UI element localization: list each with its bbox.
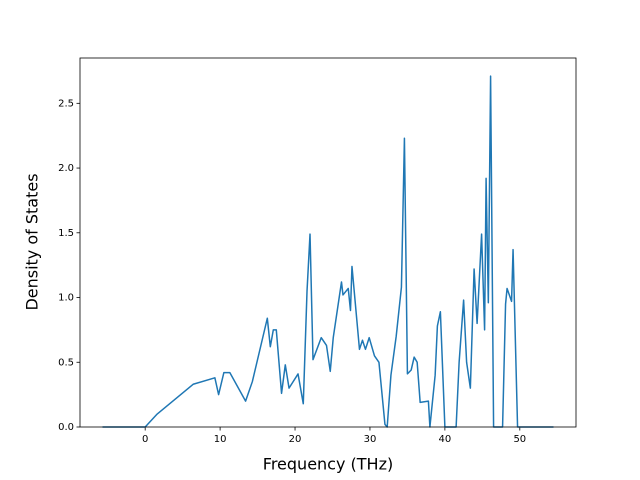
y-tick-label: 0.5 <box>58 357 74 368</box>
y-tick-label: 2.5 <box>58 98 74 109</box>
y-tick-label: 1.0 <box>58 293 74 304</box>
y-tick-label: 0.0 <box>58 422 74 433</box>
plot-frame <box>79 57 577 428</box>
x-tick-label: 10 <box>214 434 227 445</box>
x-tick-label: 20 <box>289 434 302 445</box>
x-tick-label: 50 <box>513 434 526 445</box>
x-tick-label: 40 <box>439 434 452 445</box>
y-tick-label: 1.5 <box>58 228 74 239</box>
line-series <box>102 75 554 428</box>
y-tick-label: 2.0 <box>58 163 74 174</box>
x-tick-label: 30 <box>364 434 377 445</box>
x-tick-label: 0 <box>142 434 148 445</box>
y-axis-label: Density of States <box>23 173 42 310</box>
x-axis-label: Frequency (THz) <box>263 455 393 474</box>
